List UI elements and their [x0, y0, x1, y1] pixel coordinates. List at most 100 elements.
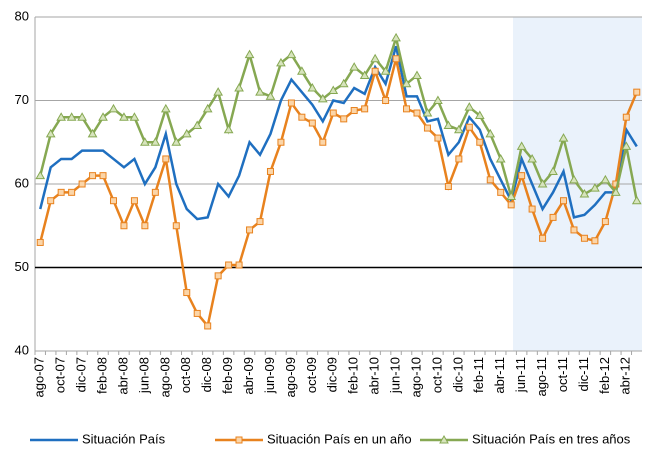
x-tick-label: feb-12: [597, 357, 612, 394]
point: [256, 218, 264, 226]
point: [183, 289, 191, 297]
x-tick-label: dic-07: [74, 357, 89, 392]
point: [423, 124, 431, 132]
point: [621, 141, 632, 150]
point: [214, 272, 222, 280]
x-tick-label: jun-11: [513, 357, 528, 393]
x-tick-label: jun-08: [136, 357, 151, 394]
legend-label: Situación País: [82, 431, 166, 446]
point: [98, 112, 108, 121]
point: [601, 218, 609, 226]
point: [181, 128, 192, 138]
point: [35, 170, 46, 180]
point: [277, 138, 285, 146]
x-tick-label: ago-11: [534, 357, 549, 397]
point: [120, 222, 128, 230]
point: [590, 183, 600, 192]
point: [579, 189, 590, 198]
point: [486, 176, 494, 184]
point: [370, 53, 380, 63]
point: [507, 201, 515, 209]
point: [570, 226, 578, 234]
point: [77, 112, 87, 121]
x-tick-label: oct-07: [53, 357, 68, 393]
series-line: [39, 58, 638, 329]
point: [580, 234, 588, 242]
point: [569, 174, 579, 184]
point: [380, 66, 391, 75]
point: [317, 93, 328, 103]
point: [434, 134, 442, 142]
point: [560, 197, 568, 205]
point: [401, 78, 412, 88]
point: [223, 124, 234, 134]
point: [633, 88, 641, 96]
x-tick-label: feb-10: [346, 357, 361, 394]
point: [433, 95, 443, 104]
point: [246, 226, 254, 234]
point: [244, 49, 255, 59]
x-tick-label: ago-08: [157, 357, 172, 397]
y-tick-label: 80: [15, 8, 29, 23]
point: [66, 112, 77, 121]
point: [319, 138, 327, 146]
point: [151, 188, 159, 196]
point: [359, 70, 370, 79]
point: [361, 105, 369, 113]
point: [78, 180, 86, 188]
point: [527, 153, 537, 163]
point: [129, 112, 140, 121]
point: [548, 166, 558, 175]
point: [610, 187, 621, 196]
point: [225, 261, 233, 269]
legend-marker: [439, 434, 449, 444]
point: [108, 103, 119, 113]
x-tick-label: feb-11: [471, 357, 486, 393]
point: [89, 172, 97, 180]
point: [150, 137, 161, 146]
point: [474, 110, 485, 120]
x-tick-label: jun-09: [262, 357, 277, 394]
point: [518, 172, 526, 180]
point: [329, 109, 337, 117]
point: [45, 128, 56, 138]
point: [340, 115, 348, 123]
y-tick-label: 50: [15, 259, 29, 274]
point: [600, 174, 611, 184]
point: [276, 57, 286, 67]
x-tick-label: dic-11: [576, 357, 591, 391]
legend-marker: [235, 436, 243, 444]
x-tick-label: abr-11: [492, 357, 507, 394]
point: [443, 120, 454, 130]
y-tick-label: 70: [15, 92, 29, 107]
x-tick-label: oct-08: [178, 357, 193, 393]
point: [172, 222, 180, 230]
point: [308, 119, 316, 127]
x-tick-label: ago-10: [408, 357, 423, 397]
point: [350, 107, 358, 115]
x-tick-label: feb-09: [220, 357, 235, 394]
point: [349, 62, 360, 71]
point: [371, 67, 379, 75]
x-tick-label: abr-12: [618, 357, 633, 395]
point: [87, 128, 98, 138]
point: [413, 109, 421, 117]
point: [265, 91, 276, 100]
point: [382, 97, 390, 104]
x-tick-label: dic-10: [450, 357, 465, 392]
point: [192, 120, 203, 130]
legend-label: Situación País en un año: [267, 431, 412, 446]
y-tick-label: 40: [15, 342, 29, 357]
point: [465, 123, 473, 131]
point: [485, 128, 496, 138]
x-tick-label: dic-09: [325, 357, 340, 392]
point: [255, 87, 265, 96]
point: [193, 309, 201, 317]
legend-label: Situación País en tres años: [472, 431, 631, 446]
point: [528, 205, 536, 213]
point: [141, 222, 149, 230]
point: [497, 188, 505, 196]
point: [160, 103, 171, 113]
point: [109, 197, 117, 205]
